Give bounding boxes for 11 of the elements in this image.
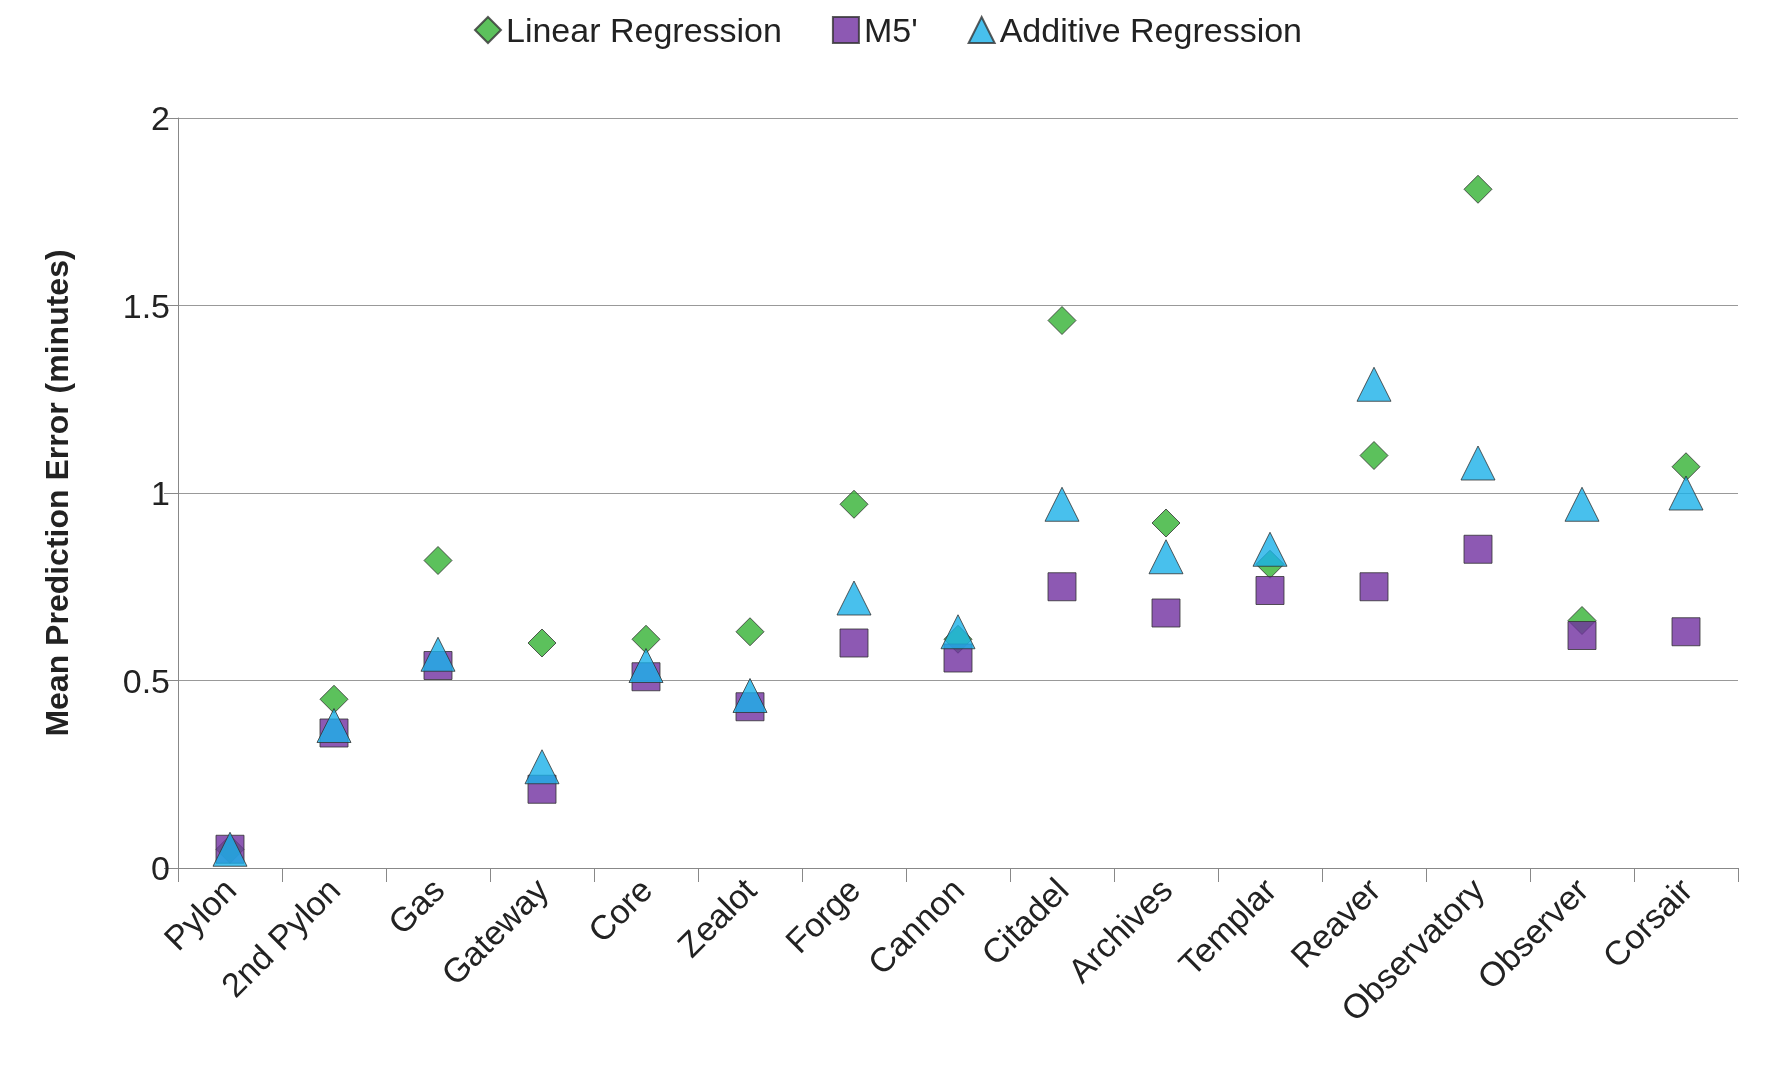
legend-label: M5' [863,11,918,49]
y-tick-label: 0.5 [122,661,170,700]
y-axis-title: Mean Prediction Error (minutes) [39,249,75,737]
x-tick-label: Core [580,870,660,950]
legend-label: Additive Regression [999,11,1303,49]
y-tick-label: 1 [151,474,170,512]
y-tick-label: 1.5 [122,286,170,325]
legend-label: Linear Regression [505,11,782,49]
x-tick-label: Gas [380,870,452,942]
y-tick-label: 2 [151,99,170,137]
y-tick-label: 0 [151,849,170,887]
